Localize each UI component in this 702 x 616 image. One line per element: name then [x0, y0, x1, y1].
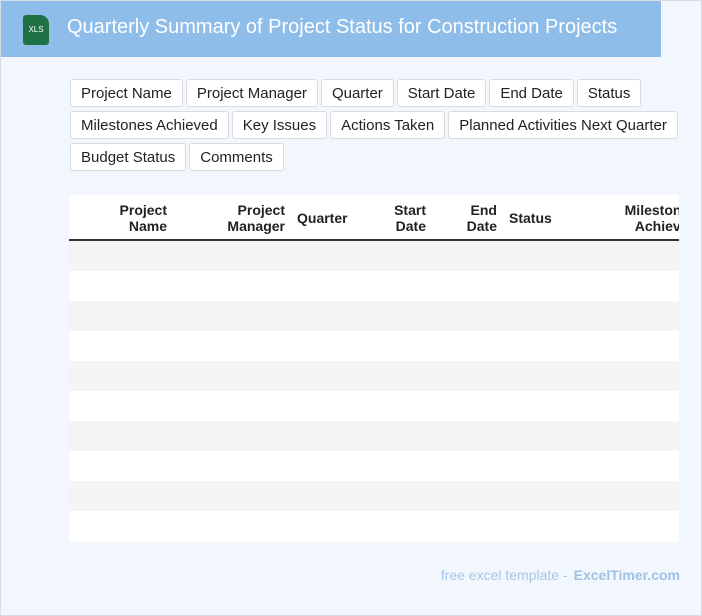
table-body — [69, 241, 679, 541]
filter-tag[interactable]: Milestones Achieved — [70, 111, 229, 139]
filter-tag[interactable]: Budget Status — [70, 143, 187, 171]
column-header: Project Name — [119, 202, 167, 234]
table-row — [69, 391, 679, 421]
column-header: Project Manager — [227, 202, 285, 234]
filter-tag[interactable]: Actions Taken — [330, 111, 446, 139]
filter-tag[interactable]: Project Name — [70, 79, 183, 107]
tag-list: Project Name Project Manager Quarter Start … — [70, 79, 690, 171]
filter-tag[interactable]: Status — [576, 79, 642, 107]
filter-tag[interactable]: Start Date — [396, 79, 487, 107]
filter-tag[interactable]: End Date — [489, 79, 574, 107]
table-header: Project Name Project Manager Quarter Start … — [69, 195, 679, 241]
table-row — [69, 271, 679, 301]
header: XLS Quarterly Summary of Project Status … — [1, 1, 661, 57]
table-row — [69, 361, 679, 391]
table: Project Name Project Manager Quarter Start … — [69, 195, 679, 542]
table-row — [69, 421, 679, 451]
table-row — [69, 331, 679, 361]
table-row — [69, 451, 679, 481]
xls-icon: XLS — [23, 15, 49, 45]
filter-tag[interactable]: Quarter — [320, 79, 394, 107]
table-row — [69, 301, 679, 331]
column-header: Status — [509, 210, 552, 226]
column-header: Start Date — [394, 202, 426, 234]
table-row — [69, 241, 679, 271]
footer-text: free excel template - — [440, 567, 568, 583]
column-header: Milestones Achieved — [624, 202, 679, 234]
footer: free excel template - ExcelTimer.com — [441, 567, 680, 583]
table-row — [69, 481, 679, 511]
column-header: End Date — [466, 202, 497, 234]
footer-link[interactable]: ExcelTimer.com — [573, 567, 680, 583]
column-header: Quarter — [297, 210, 348, 226]
filter-tag[interactable]: Project Manager — [185, 79, 318, 107]
table-row — [69, 511, 679, 541]
filter-tag[interactable]: Planned Activities Next Quarter — [448, 111, 678, 139]
filter-tag[interactable]: Comments — [189, 143, 284, 171]
title: Quarterly Summary of Project Status for … — [67, 16, 618, 38]
filter-tag[interactable]: Key Issues — [231, 111, 328, 139]
